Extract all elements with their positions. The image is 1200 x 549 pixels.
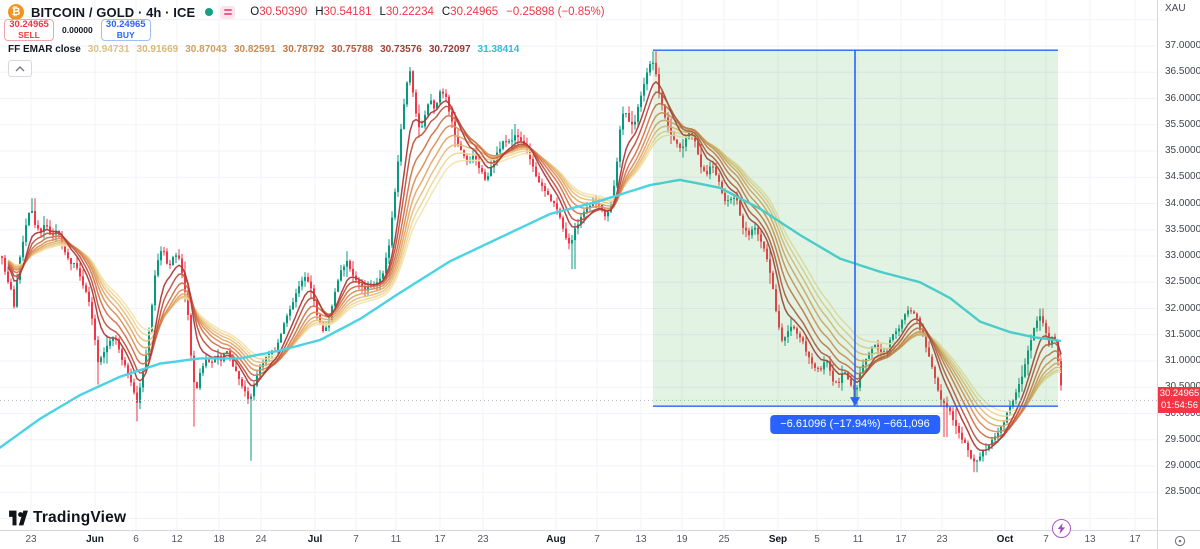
ema-ribbon <box>7 80 1062 452</box>
chart-legend: ₿ BITCOIN / GOLD · 4h · ICE O30.50390 H30… <box>4 3 605 77</box>
time-tick-label: 19 <box>676 534 688 545</box>
tradingview-mark-icon <box>9 510 28 526</box>
price-tick-label: 31.50000 <box>1165 328 1200 340</box>
price-tick-label: 33.50000 <box>1165 223 1200 235</box>
price-tick-label: 36.50000 <box>1165 66 1200 78</box>
tradingview-logo[interactable]: TradingView <box>9 509 126 527</box>
time-tick-label: 24 <box>255 534 267 545</box>
lightning-icon <box>1057 523 1066 534</box>
indicator-value: 30.82591 <box>233 44 276 55</box>
time-tick-label: 12 <box>171 534 183 545</box>
time-tick-label: 5 <box>814 534 820 545</box>
price-tick-label: 30.50000 <box>1165 381 1200 392</box>
price-tick-label: 32.00000 <box>1165 302 1200 314</box>
price-tick-label: 37.00000 <box>1165 40 1200 51</box>
sell-label: SELL <box>18 29 40 40</box>
change-value: −0.25898 (−0.85%) <box>506 6 605 18</box>
indicator-value: 30.73576 <box>380 44 422 55</box>
time-tick-label: Sep <box>768 534 788 545</box>
price-tick-label: 29.50000 <box>1165 433 1200 445</box>
time-tick-label: 7 <box>353 534 359 545</box>
spread-value: 0.00000 <box>58 23 97 37</box>
crosshair-target-icon <box>1174 535 1185 546</box>
buy-label: BUY <box>116 29 135 40</box>
ohlc-item: L30.22234 <box>379 6 434 18</box>
indicator-values: 30.94731 30.91669 30.87043 30.82591 30.78792… <box>88 44 519 55</box>
chevron-up-icon <box>15 65 25 71</box>
candlestick-chart-canvas[interactable] <box>0 0 1157 530</box>
cyan-ma-line <box>0 178 1062 449</box>
indicator-value: 30.87043 <box>185 44 227 55</box>
sell-price: 30.24965 <box>9 19 49 31</box>
indicator-value: 30.91669 <box>136 44 179 55</box>
indicator-name: FF EMAR close <box>8 44 81 55</box>
ohlc-item: H30.54181 <box>315 6 372 18</box>
flash-event-icon[interactable] <box>1052 519 1071 538</box>
collapse-legend-button[interactable] <box>8 60 32 77</box>
time-tick-label: 6 <box>133 534 139 545</box>
time-tick-label: 13 <box>635 534 647 545</box>
price-tick-label: 31.00000 <box>1165 355 1200 366</box>
buy-price: 30.24965 <box>105 19 146 31</box>
price-tick-label: 35.50000 <box>1165 118 1200 130</box>
trade-panel: 30.24965 SELL 0.00000 30.24965 BUY <box>4 19 151 41</box>
price-tick-label: 34.00000 <box>1165 197 1200 209</box>
bar-countdown: 01:54:56 <box>1161 399 1198 411</box>
time-tick-label: 7 <box>594 534 600 545</box>
time-tick-label: 23 <box>477 534 489 545</box>
time-tick-label: 17 <box>1129 534 1141 545</box>
ohlc-item: C30.24965 <box>441 6 499 18</box>
price-tick-label: 32.50000 <box>1165 276 1200 288</box>
indicator-row[interactable]: FF EMAR close 30.94731 30.91669 30.87043 30… <box>8 44 519 55</box>
time-tick-label: Jul <box>307 534 323 545</box>
symbol-row[interactable]: ₿ BITCOIN / GOLD · 4h · ICE O30.50390 H30… <box>8 3 605 21</box>
price-tick-label: 36.00000 <box>1165 92 1200 104</box>
price-tick-label: 35.00000 <box>1165 145 1200 156</box>
time-tick-label: 13 <box>1084 534 1096 545</box>
price-tick-label: 28.50000 <box>1165 486 1200 498</box>
time-tick-label: 23 <box>936 534 948 545</box>
time-tick-label: Aug <box>546 534 566 545</box>
time-tick-label: 11 <box>852 534 864 545</box>
time-tick-label: 11 <box>390 534 402 545</box>
indicator-value: 30.94731 <box>87 44 130 55</box>
indicator-value: 30.78792 <box>282 44 325 55</box>
ohlc-item: O30.50390 <box>250 6 308 18</box>
measure-tool[interactable] <box>653 49 1058 407</box>
market-status-icon[interactable] <box>205 8 214 16</box>
ohlc-values: O30.50390 H30.54181 L30.22234 C30.24965 −0.2… <box>250 6 604 18</box>
price-axis-currency: XAU <box>1165 3 1186 14</box>
axis-settings-corner[interactable] <box>1157 530 1200 549</box>
indicator-value: 30.75788 <box>331 44 374 55</box>
time-tick-label: 18 <box>213 534 225 545</box>
price-tick-label: 34.50000 <box>1165 171 1200 183</box>
buy-button[interactable]: 30.24965 BUY <box>100 19 151 41</box>
time-tick-label: 23 <box>25 534 37 545</box>
time-tick-label: Oct <box>996 534 1014 545</box>
measure-tool-label[interactable]: −6.61096 (−17.94%) −661,096 <box>770 415 940 434</box>
time-tick-label: 7 <box>1043 534 1049 545</box>
bitcoin-icon: ₿ <box>8 4 24 20</box>
symbol-title[interactable]: BITCOIN / GOLD · 4h · ICE <box>31 4 196 20</box>
price-tick-label: 29.00000 <box>1165 460 1200 471</box>
last-price-value: 30.24965 <box>1159 388 1200 400</box>
time-tick-label: Jun <box>86 534 104 545</box>
indicator-value: 31.38414 <box>477 44 520 55</box>
time-axis[interactable]: 23 Jun 6 12 18 24 Jul 7 11 17 23 Aug 7 13 19 25 Sep 5 11 17… <box>0 530 1157 549</box>
sell-button[interactable]: 30.24965 SELL <box>4 19 54 41</box>
flag-icon[interactable] <box>220 5 236 19</box>
time-tick-label: 25 <box>718 534 730 545</box>
indicator-value: 30.72097 <box>428 44 471 55</box>
price-axis[interactable]: XAU 30.24965 01:54:56 37.00000 36.50000 36… <box>1157 0 1200 530</box>
time-tick-label: 17 <box>434 534 446 545</box>
time-tick-label: 17 <box>895 534 907 545</box>
last-price-badge: 30.24965 01:54:56 <box>1158 387 1200 414</box>
price-tick-label: 33.00000 <box>1165 250 1200 261</box>
tradingview-logo-text: TradingView <box>33 509 127 526</box>
